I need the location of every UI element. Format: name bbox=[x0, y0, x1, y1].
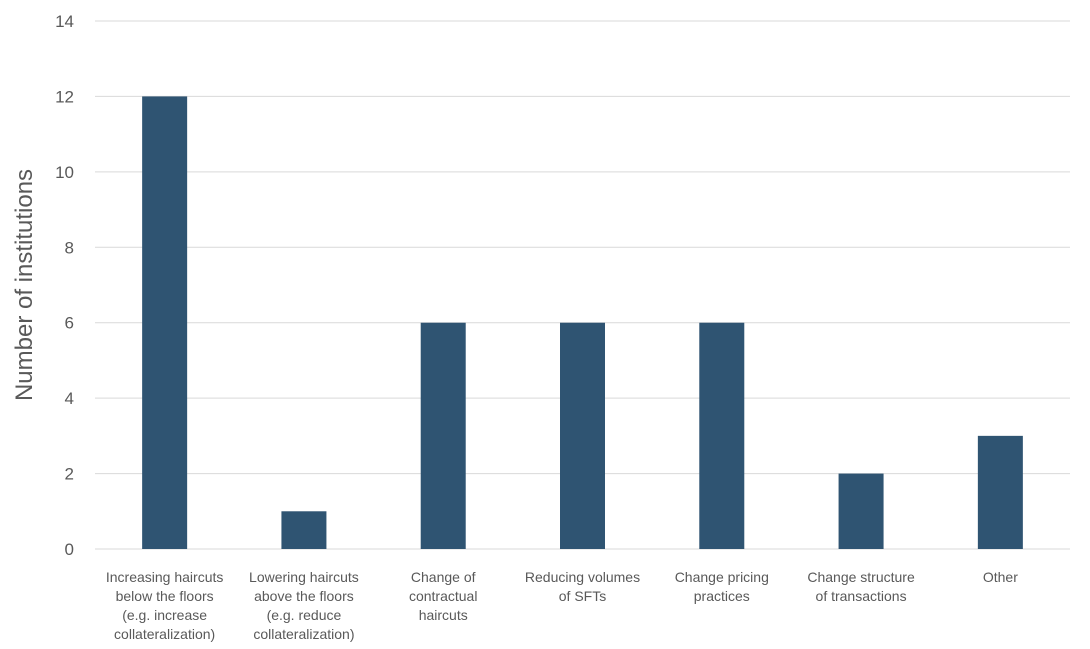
bar bbox=[281, 511, 327, 549]
y-tick-label: 4 bbox=[65, 389, 74, 408]
x-tick-label: Change of contractual haircuts bbox=[409, 569, 477, 623]
x-tick-label: Change pricing practices bbox=[675, 569, 769, 604]
y-tick-label: 12 bbox=[55, 87, 74, 106]
y-tick-label: 8 bbox=[65, 238, 74, 257]
x-tick-label: Change structure of transactions bbox=[807, 569, 915, 604]
y-tick-label: 0 bbox=[65, 540, 74, 559]
x-tick-label: Lowering haircuts above the floors (e.g. r… bbox=[249, 569, 359, 642]
y-tick-label: 10 bbox=[55, 163, 74, 182]
y-axis-title: Number of institutions bbox=[11, 169, 38, 401]
y-tick-label: 6 bbox=[65, 314, 74, 333]
bar bbox=[142, 96, 188, 549]
x-tick-label: Other bbox=[983, 569, 1018, 585]
x-tick-label: Reducing volumes of SFTs bbox=[525, 569, 640, 604]
y-axis-ticks: 0 2 4 6 8 10 12 14 bbox=[55, 12, 74, 559]
bar bbox=[420, 322, 466, 549]
x-tick-label: Increasing haircuts below the floors (e.g.… bbox=[106, 569, 224, 642]
y-tick-label: 14 bbox=[55, 12, 74, 31]
y-tick-label: 2 bbox=[65, 465, 74, 484]
bars bbox=[142, 96, 1023, 549]
bar bbox=[838, 473, 884, 549]
bar bbox=[699, 322, 745, 549]
bar bbox=[977, 435, 1023, 549]
x-axis-ticks: Increasing haircuts below the floors (e.g.… bbox=[106, 569, 1018, 642]
bar bbox=[560, 322, 605, 549]
